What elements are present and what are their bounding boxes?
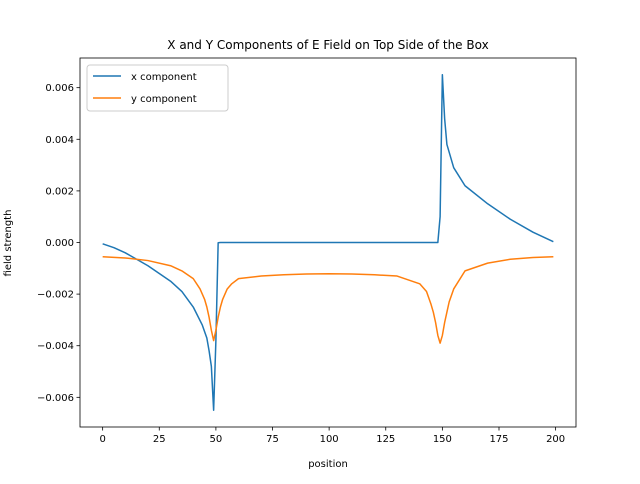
y-tick-label: 0.002 [45, 186, 74, 197]
y-tick-label: −0.006 [37, 393, 74, 404]
x-tick-label: 100 [320, 434, 339, 445]
x-axis: 0 25 50 75 100 125 150 175 200 [99, 427, 565, 445]
x-tick-label: 200 [546, 434, 565, 445]
x-tick-label: 75 [266, 434, 279, 445]
y-tick-label: 0.000 [45, 238, 74, 249]
x-tick-label: 25 [153, 434, 166, 445]
x-axis-label: position [308, 459, 348, 470]
y-tick-label: −0.004 [37, 341, 74, 352]
legend-label: y component [131, 94, 197, 105]
x-tick-label: 0 [99, 434, 105, 445]
y-axis: −0.006 −0.004 −0.002 0.000 0.002 0.004 0.006 [37, 83, 80, 404]
chart-title: X and Y Components of E Field on Top Sid… [167, 38, 488, 52]
y-axis-label: field strength [3, 210, 14, 277]
series-line-x-component [102, 74, 554, 411]
legend-box [86, 64, 229, 112]
series-line-y-component [102, 255, 554, 344]
plot-area [102, 74, 554, 411]
x-tick-label: 50 [210, 434, 223, 445]
x-tick-label: 175 [489, 434, 508, 445]
y-tick-label: −0.002 [37, 290, 74, 301]
legend: x component y component [86, 64, 229, 112]
legend-label: x component [131, 72, 197, 83]
y-tick-label: 0.004 [45, 135, 74, 146]
y-tick-label: 0.006 [45, 83, 74, 94]
x-tick-label: 150 [433, 434, 452, 445]
x-tick-label: 125 [376, 434, 395, 445]
